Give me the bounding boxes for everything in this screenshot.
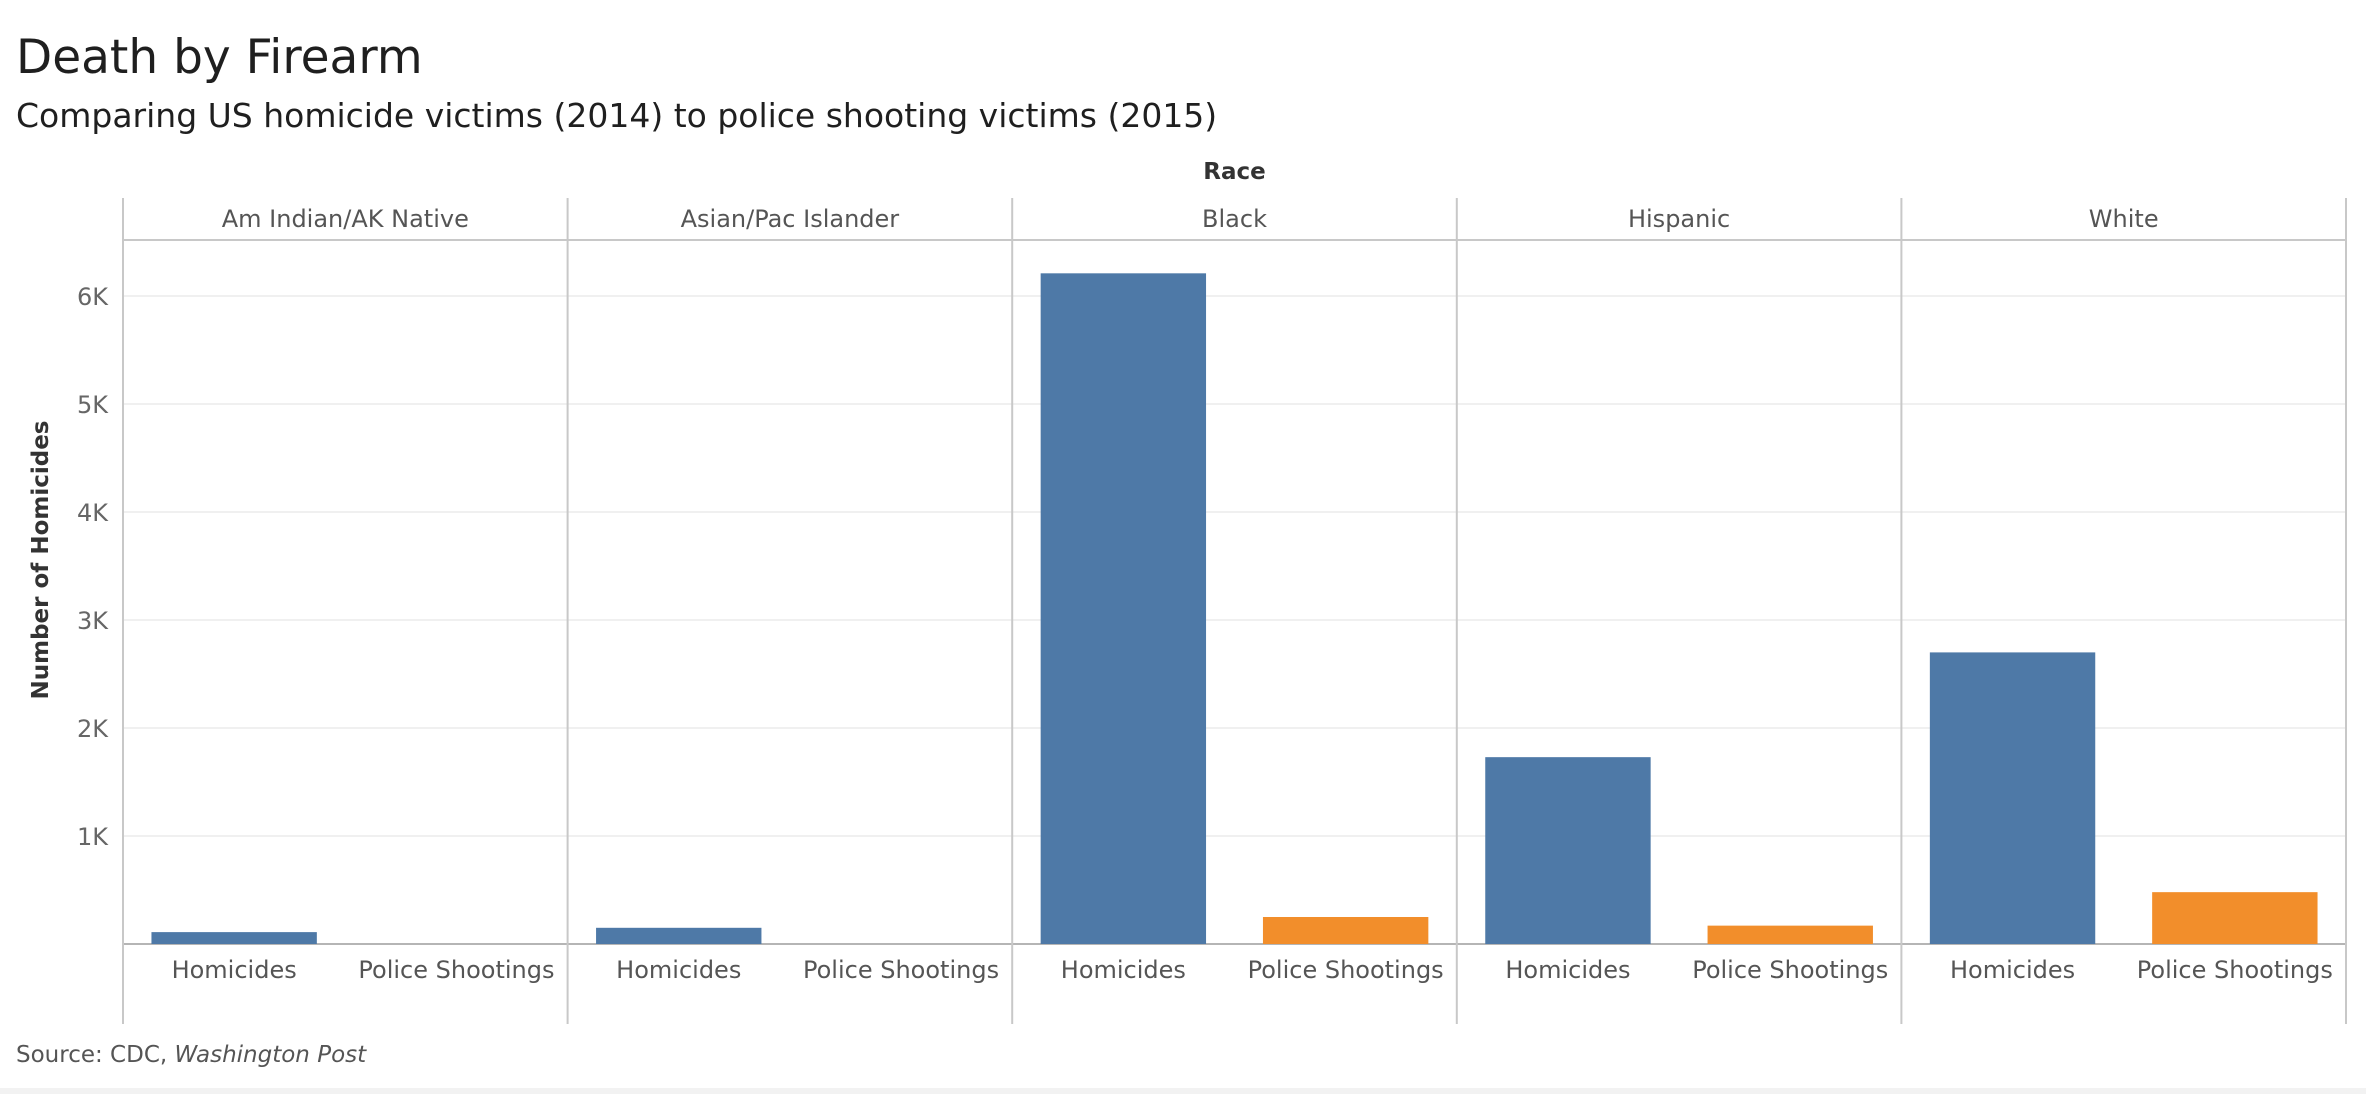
category-tick-label: Homicides xyxy=(172,956,297,984)
category-tick-label: Homicides xyxy=(616,956,741,984)
category-tick-label: Police Shootings xyxy=(2137,956,2333,984)
y-tick-label: 1K xyxy=(77,823,109,851)
category-tick-label: Police Shootings xyxy=(1248,956,1444,984)
homicides-bar xyxy=(151,932,317,944)
homicides-bar xyxy=(596,927,762,944)
source-prefix: Source: CDC, xyxy=(16,1042,175,1068)
source-publication: Washington Post xyxy=(174,1042,367,1068)
homicides-bar xyxy=(1040,273,1207,944)
category-tick-label: Homicides xyxy=(1950,956,2075,984)
y-axis-label: Number of Homicides xyxy=(28,421,54,700)
chart-subtitle: Comparing US homicide victims (2014) to … xyxy=(16,96,1218,135)
category-tick-label: Police Shootings xyxy=(358,956,554,984)
police-shootings-bar xyxy=(1707,925,1873,944)
chart-title: Death by Firearm xyxy=(16,30,423,85)
category-tick-label: Homicides xyxy=(1505,956,1630,984)
source-note: Source: CDC, Washington Post xyxy=(16,1042,366,1068)
category-tick-label: Police Shootings xyxy=(803,956,999,984)
column-header-race: Race xyxy=(1203,159,1265,185)
race-header-label: Asian/Pac Islander xyxy=(681,205,900,233)
homicides-bar xyxy=(1485,757,1651,944)
race-header-label: Hispanic xyxy=(1628,205,1730,233)
category-tick-label: Homicides xyxy=(1061,956,1186,984)
race-header-label: Black xyxy=(1202,205,1267,233)
race-header-label: Am Indian/AK Native xyxy=(222,205,469,233)
y-tick-label: 6K xyxy=(77,283,109,311)
police-shootings-bar xyxy=(2152,892,2318,944)
y-tick-label: 2K xyxy=(77,715,109,743)
y-tick-label: 5K xyxy=(77,391,109,419)
y-tick-label: 4K xyxy=(77,499,109,527)
race-header-label: White xyxy=(2089,205,2159,233)
y-tick-label: 3K xyxy=(77,607,109,635)
bar-chart: Race Number of Homicides 1K 2K 3K 4K 5K 6K Am In… xyxy=(28,159,2347,1024)
homicides-bar xyxy=(1929,652,2096,944)
category-tick-label: Police Shootings xyxy=(1692,956,1888,984)
footer-strip xyxy=(0,1088,2366,1094)
police-shootings-bar xyxy=(1262,917,1429,944)
